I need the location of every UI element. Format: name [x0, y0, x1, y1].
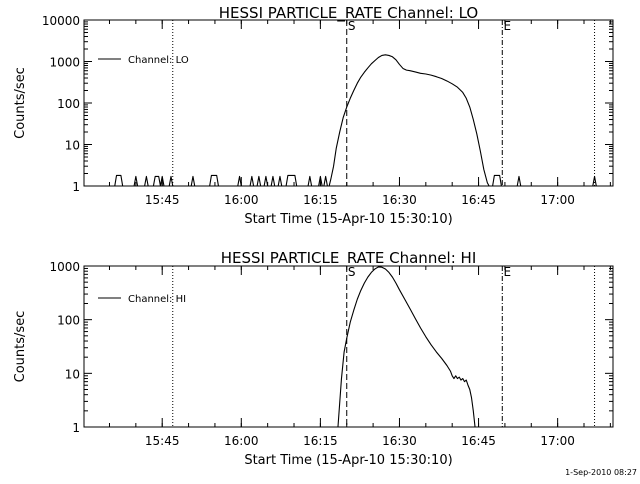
plot-frame [83, 265, 614, 428]
y-tick-label: 10 [65, 367, 80, 381]
marker-label-S: S [348, 265, 356, 279]
x-tick-label: 16:30 [382, 434, 417, 448]
chart-title: HESSI PARTICLE_RATE Channel: LO [219, 4, 478, 23]
footer-timestamp: 1-Sep-2010 08:27 [565, 468, 637, 477]
x-axis-label: Start Time (15-Apr-10 15:30:10) [244, 212, 452, 227]
y-tick-label: 100 [57, 97, 80, 111]
series-line [84, 54, 613, 187]
x-tick-label: 16:15 [303, 434, 338, 448]
x-tick-label: 16:45 [461, 193, 496, 207]
x-axis-label: Start Time (15-Apr-10 15:30:10) [244, 453, 452, 468]
legend-label: Channel: LO [128, 55, 189, 66]
x-tick-label: 16:00 [224, 434, 259, 448]
x-tick-label: 15:45 [145, 434, 180, 448]
x-tick-label: 16:15 [303, 193, 338, 207]
y-axis-label: Counts/sec [13, 311, 28, 383]
x-tick-label: 17:00 [540, 193, 575, 207]
x-tick-label: 16:30 [382, 193, 417, 207]
x-tick-label: 15:45 [145, 193, 180, 207]
chart-title: HESSI PARTICLE_RATE Channel: HI [221, 249, 477, 268]
series-line [337, 266, 476, 428]
y-tick-label: 1000 [49, 56, 80, 70]
y-tick-label: 1000 [49, 260, 80, 274]
marker-label-S: S [348, 19, 356, 33]
y-axis-label: Counts/sec [13, 67, 28, 139]
x-tick-label: 16:45 [461, 434, 496, 448]
y-tick-label: 1 [72, 421, 80, 435]
marker-label-E: E [503, 265, 511, 279]
y-tick-label: 100 [57, 314, 80, 328]
panel-hi: HESSI PARTICLE_RATE Channel: HI 1 10 100 100… [13, 249, 614, 468]
y-tick-label: 10 [65, 139, 80, 153]
x-tick-label: 16:00 [224, 193, 259, 207]
x-tick-label: 17:00 [540, 434, 575, 448]
y-tick-label: 1 [72, 180, 80, 194]
legend-label: Channel: HI [128, 294, 186, 305]
marker-label-E: E [503, 19, 511, 33]
y-tick-label: 10000 [42, 14, 80, 28]
panel-lo: HESSI PARTICLE_RATE Channel: LO 1 10 100 100… [13, 4, 614, 227]
